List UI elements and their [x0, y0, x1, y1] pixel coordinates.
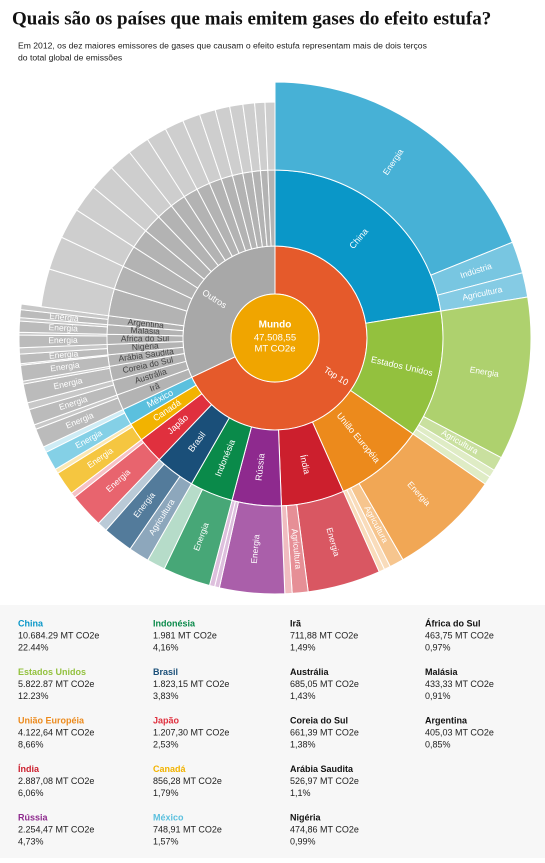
subtitle: do total global de emissões — [18, 52, 122, 62]
table-name: Índia — [18, 764, 40, 774]
table-share: 0,91% — [425, 691, 451, 701]
arc-label: África do Sul — [121, 333, 169, 343]
center-value: 47.508,55 — [254, 333, 296, 344]
table-share: 3,83% — [153, 691, 179, 701]
table-name: Coreia do Sul — [290, 715, 348, 725]
arc-label: Agricultura — [290, 528, 304, 570]
arc-label: Rússia — [254, 453, 267, 481]
table-emissions: 661,39 MT CO2e — [290, 727, 359, 737]
arc-label: Energia — [50, 359, 81, 373]
arc-label: Energia — [249, 534, 262, 564]
table-emissions: 526,97 MT CO2e — [290, 776, 359, 786]
table-name: Indonésia — [153, 618, 196, 628]
table-share: 1,49% — [290, 642, 316, 652]
table-share: 6,06% — [18, 788, 44, 798]
table-emissions: 856,28 MT CO2e — [153, 776, 222, 786]
table-name: Malásia — [425, 667, 459, 677]
table-share: 0,99% — [290, 836, 316, 846]
table-emissions: 2.254,47 MT CO2e — [18, 824, 94, 834]
center-label: Mundo — [259, 320, 292, 331]
table-name: Estados Unidos — [18, 667, 86, 677]
table-name: Argentina — [425, 715, 468, 725]
table-emissions: 1.823,15 MT CO2e — [153, 679, 229, 689]
table-share: 2,53% — [153, 739, 179, 749]
table-emissions: 405,03 MT CO2e — [425, 727, 494, 737]
table-share: 12.23% — [18, 691, 49, 701]
table-share: 0,97% — [425, 642, 451, 652]
table-emissions: 474,86 MT CO2e — [290, 824, 359, 834]
table-emissions: 1.981 MT CO2e — [153, 630, 217, 640]
table-name: Nigéria — [290, 812, 322, 822]
arc-label: Energia — [48, 322, 78, 333]
table-name: Japão — [153, 715, 180, 725]
table-name: China — [18, 618, 44, 628]
arc-label: Irã — [148, 380, 161, 393]
table-emissions: 2.887,08 MT CO2e — [18, 776, 94, 786]
table-name: Rússia — [18, 812, 49, 822]
table-name: Irã — [290, 618, 302, 628]
table-emissions: 10.684.29 MT CO2e — [18, 630, 99, 640]
table-name: Arábia Saudita — [290, 764, 354, 774]
table-name: África do Sul — [425, 618, 481, 628]
table-emissions: 433,33 MT CO2e — [425, 679, 494, 689]
subtitle: Em 2012, os dez maiores emissores de gas… — [18, 40, 427, 50]
table-name: Canadá — [153, 764, 187, 774]
table-share: 22.44% — [18, 642, 49, 652]
center — [230, 293, 320, 383]
table-emissions: 748,91 MT CO2e — [153, 824, 222, 834]
table-emissions: 685,05 MT CO2e — [290, 679, 359, 689]
table-share: 4,16% — [153, 642, 179, 652]
arc-label: Energia — [48, 335, 78, 345]
table-emissions: 463,75 MT CO2e — [425, 630, 494, 640]
arc-label: Índia — [298, 454, 312, 475]
table-name: Austrália — [290, 667, 330, 677]
table-emissions: 5.822.87 MT CO2e — [18, 679, 94, 689]
table-share: 1,38% — [290, 739, 316, 749]
table-share: 1,79% — [153, 788, 179, 798]
arc-label: Energia — [469, 364, 500, 379]
table-name: União Européia — [18, 715, 85, 725]
table-emissions: 711,88 MT CO2e — [290, 630, 358, 640]
sector-arc — [264, 101, 276, 171]
table-name: Brasil — [153, 667, 178, 677]
center-value: MT CO2e — [254, 344, 295, 355]
table-emissions: 4.122,64 MT CO2e — [18, 727, 94, 737]
table-share: 4,73% — [18, 836, 44, 846]
table-emissions: 1.207,30 MT CO2e — [153, 727, 229, 737]
table-share: 8,66% — [18, 739, 44, 749]
table-share: 1,43% — [290, 691, 316, 701]
table-share: 1,1% — [290, 788, 311, 798]
chart-title: Quais são os países que mais emitem gase… — [12, 8, 491, 29]
table-share: 0,85% — [425, 739, 451, 749]
table-share: 1,57% — [153, 836, 179, 846]
table-name: México — [153, 812, 184, 822]
arc-label: Nigéria — [131, 340, 159, 352]
arc-label: Malásia — [130, 325, 160, 337]
table-background — [0, 605, 545, 858]
